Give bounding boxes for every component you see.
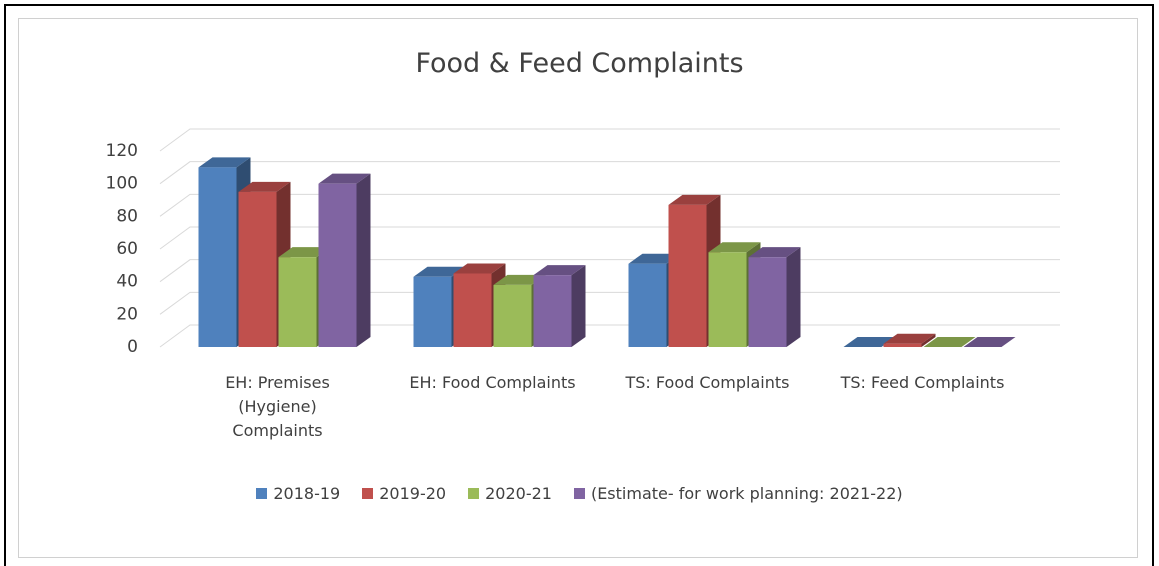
bar-top — [493, 274, 546, 285]
legend-swatch — [573, 488, 585, 499]
legend-label: 2019-20 — [379, 484, 447, 503]
grid-line — [159, 193, 1060, 217]
frame — [4, 4, 1154, 566]
chart: 0 20 40 60 80 100 120 — [106, 128, 1060, 357]
x-tick-label: EH: Food Complaints — [409, 373, 576, 392]
bar-side — [786, 247, 801, 347]
bar-front — [748, 257, 787, 347]
bar-top — [238, 181, 291, 192]
bar-top — [278, 247, 331, 258]
bar-top — [708, 242, 761, 253]
bar-front — [628, 263, 667, 347]
bar-front — [493, 284, 532, 347]
bar-top — [628, 253, 681, 264]
bar-side — [571, 265, 586, 347]
bar-top — [668, 194, 721, 205]
y-tick-label: 20 — [116, 304, 138, 324]
legend-item: 2020-21 — [468, 484, 552, 503]
chart-title: Food & Feed Complaints — [415, 48, 744, 79]
bar-front — [668, 204, 707, 347]
bar-top — [748, 247, 801, 258]
bar-top — [198, 157, 251, 168]
bar — [748, 247, 801, 347]
legend-item: 2019-20 — [362, 484, 446, 503]
bar-side — [921, 333, 936, 347]
grid-line — [159, 128, 1060, 152]
bar — [843, 337, 896, 347]
bar-top — [963, 337, 1016, 347]
legend-label: 2018-19 — [273, 484, 341, 503]
legend-label: 2020-21 — [485, 484, 552, 503]
bar-top — [843, 337, 896, 347]
x-tick-label: TS: Food Complaints — [625, 373, 790, 392]
bar-top — [453, 263, 506, 274]
x-tick-label: EH: Premises (Hygiene) Complaints — [225, 373, 330, 440]
bar-front — [278, 257, 317, 347]
legend-item: 2018-19 — [256, 484, 340, 503]
legend-item: (Estimate- for work planning: 2021-22) — [573, 484, 903, 503]
y-tick-label: 40 — [116, 272, 138, 292]
bar-top — [923, 337, 976, 347]
bar-top — [883, 333, 936, 344]
bar — [533, 265, 586, 347]
bar — [318, 173, 371, 347]
bar-front — [453, 273, 492, 347]
bar-front — [318, 183, 357, 347]
bar-front — [708, 252, 747, 347]
bar-top — [533, 265, 586, 276]
bar-front — [198, 167, 237, 347]
grid-line — [159, 161, 1060, 185]
y-tick-label: 100 — [106, 174, 138, 194]
bar-front — [413, 276, 452, 347]
bar — [923, 337, 976, 347]
y-tick-label: 80 — [116, 206, 138, 226]
bar-front — [533, 275, 572, 347]
bar — [668, 194, 721, 347]
grid-line — [159, 226, 1060, 250]
bar-front — [883, 343, 922, 347]
bar — [883, 333, 936, 347]
bar-side — [356, 173, 371, 347]
legend-swatch — [362, 488, 374, 499]
bar-front — [238, 191, 277, 347]
y-tick-label: 60 — [116, 239, 138, 259]
bar — [963, 337, 1016, 347]
x-tick-label: TS: Feed Complaints — [840, 373, 1005, 392]
y-tick-label: 120 — [106, 141, 138, 161]
bar-top — [413, 266, 466, 277]
legend-swatch — [256, 488, 268, 499]
legend-swatch — [468, 488, 480, 499]
page: {"chart_data": {"type": "bar3d", "title"… — [0, 4, 1159, 566]
legend: 2018-19 2019-20 2020-21 (Estimate- for work… — [0, 484, 1159, 503]
legend-label: (Estimate- for work planning: 2021-22) — [590, 484, 903, 503]
y-tick-label: 0 — [127, 337, 138, 357]
bar-top — [318, 173, 371, 184]
